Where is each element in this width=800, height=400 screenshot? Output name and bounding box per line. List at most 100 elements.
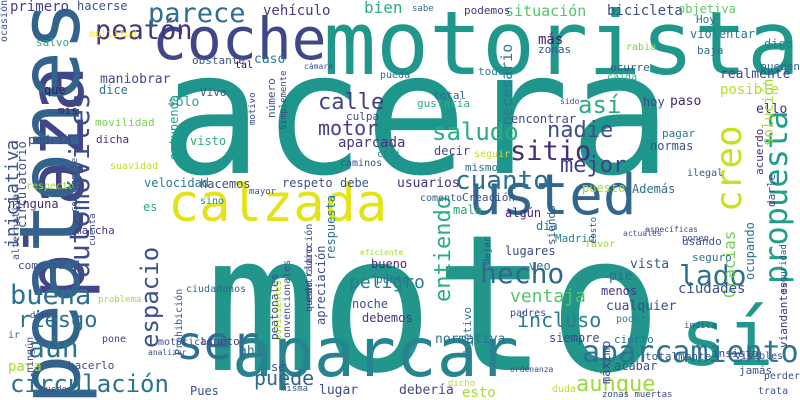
cloud-word: pone: [102, 334, 127, 345]
cloud-word: asunto: [200, 335, 240, 348]
cloud-word: Simplemente: [279, 70, 289, 130]
cloud-word: dicha: [96, 133, 130, 146]
cloud-word: para: [8, 359, 42, 375]
cloud-word: peatonales: [268, 273, 281, 340]
cloud-word: bueno: [371, 257, 408, 271]
cloud-word: número: [265, 78, 278, 118]
cloud-word: digo: [764, 37, 793, 51]
cloud-word: máximo: [599, 340, 613, 384]
cloud-word: trata: [758, 386, 789, 397]
cloud-word: cualquier: [606, 299, 677, 314]
cloud-word: mayor: [249, 187, 277, 197]
cloud-word: costo: [589, 216, 599, 244]
cloud-word: sí: [680, 294, 774, 384]
cloud-word: duda: [552, 384, 577, 395]
cloud-word: ciudades: [678, 281, 746, 297]
cloud-word: moto: [205, 194, 663, 400]
cloud-word: solución: [761, 78, 777, 146]
cloud-word: calzada: [168, 174, 388, 234]
cloud-word: noche: [352, 297, 389, 311]
cloud-word: insisto: [712, 347, 759, 360]
cloud-word: casi: [377, 149, 402, 160]
cloud-word: peligro: [349, 272, 425, 293]
cloud-word: normativa: [435, 332, 506, 347]
cloud-word: puede: [254, 366, 315, 390]
cloud-word: total: [433, 89, 467, 102]
cloud-word: maniobrar: [100, 72, 171, 87]
cloud-word: lugares: [505, 244, 556, 258]
cloud-word: podemos: [464, 4, 511, 17]
cloud-word: veo: [529, 259, 551, 273]
cloud-word: motivo: [248, 92, 258, 125]
cloud-word: totalmente: [645, 350, 712, 363]
cloud-word: pueden: [760, 60, 800, 73]
cloud-word: siempre: [549, 331, 600, 345]
cloud-word: ser: [176, 316, 260, 370]
cloud-word: hacerlo: [68, 359, 115, 372]
cloud-word: sitio: [510, 136, 592, 167]
cloud-word: sabe: [412, 4, 434, 14]
cloud-word: incluso: [517, 308, 602, 332]
cloud-word: visto: [190, 134, 227, 148]
cloud-word: respecto: [26, 181, 75, 192]
cloud-word: obstante: [192, 54, 245, 67]
cloud-word: podría: [28, 133, 72, 147]
cloud-word: convencionales: [282, 259, 293, 344]
cloud-word: darle: [765, 173, 778, 207]
cloud-word: pie: [609, 269, 633, 284]
cloud-word: normas: [650, 139, 694, 153]
cloud-word: compromete: [70, 157, 80, 212]
cloud-word: día: [536, 219, 558, 233]
cloud-word: posible: [720, 82, 780, 98]
cloud-word: objetiva: [678, 2, 736, 16]
cloud-word: favor: [585, 239, 616, 250]
cloud-word: zonas: [538, 43, 572, 56]
cloud-word: hacerse: [77, 0, 128, 13]
cloud-word: realmente: [720, 67, 791, 82]
cloud-word: ordenanza: [510, 365, 554, 374]
cloud-word: usando: [682, 235, 722, 248]
cloud-word: motocicleta: [158, 337, 225, 348]
cloud-word: eficiente: [360, 248, 404, 257]
cloud-word: puedo: [40, 385, 68, 395]
cloud-word: cierto: [614, 333, 654, 346]
cloud-word: seguro: [692, 251, 732, 264]
cloud-word: gustaría: [417, 97, 470, 110]
cloud-word: pagar: [662, 127, 696, 140]
cloud-word: respeto: [282, 176, 333, 190]
cloud-word: caminos: [340, 158, 383, 169]
cloud-word: riesgo: [18, 308, 98, 333]
cloud-word: ningún: [25, 336, 36, 373]
cloud-word: motor: [318, 116, 379, 140]
cloud-word: cámara: [304, 62, 333, 71]
cloud-word: lado: [679, 259, 747, 292]
cloud-word: encontrar: [511, 112, 577, 126]
cloud-word: aparcada: [338, 135, 406, 151]
cloud-word: mismo: [465, 161, 499, 174]
cloud-word: menos: [601, 284, 638, 298]
cloud-word: saludo: [432, 118, 519, 146]
cloud-word: circulatorio: [15, 141, 29, 228]
cloud-word: visibles: [735, 351, 784, 362]
cloud-word: ocupando: [743, 222, 757, 280]
cloud-word: así: [578, 91, 622, 119]
cloud-word: hacemos: [200, 177, 251, 191]
cloud-word: ventaja: [510, 286, 586, 307]
cloud-word: multitud: [89, 29, 138, 40]
cloud-word: poder: [616, 314, 647, 325]
cloud-word: bien: [364, 0, 403, 17]
cloud-word: caída: [607, 72, 638, 83]
cloud-word: circulación: [10, 370, 169, 398]
cloud-word: vehículo: [263, 3, 331, 19]
cloud-word: lugar: [319, 383, 359, 398]
cloud-word: usuarios: [397, 176, 460, 191]
cloud-word: calle: [318, 90, 385, 115]
cloud-word: perder: [763, 371, 800, 382]
cloud-word: caso: [254, 52, 286, 67]
cloud-word: siendo: [545, 205, 558, 245]
cloud-word: Vivo: [200, 86, 227, 99]
cloud-word: más: [538, 32, 564, 48]
cloud-word: actuales: [623, 229, 662, 238]
cloud-word: debería: [399, 383, 454, 398]
